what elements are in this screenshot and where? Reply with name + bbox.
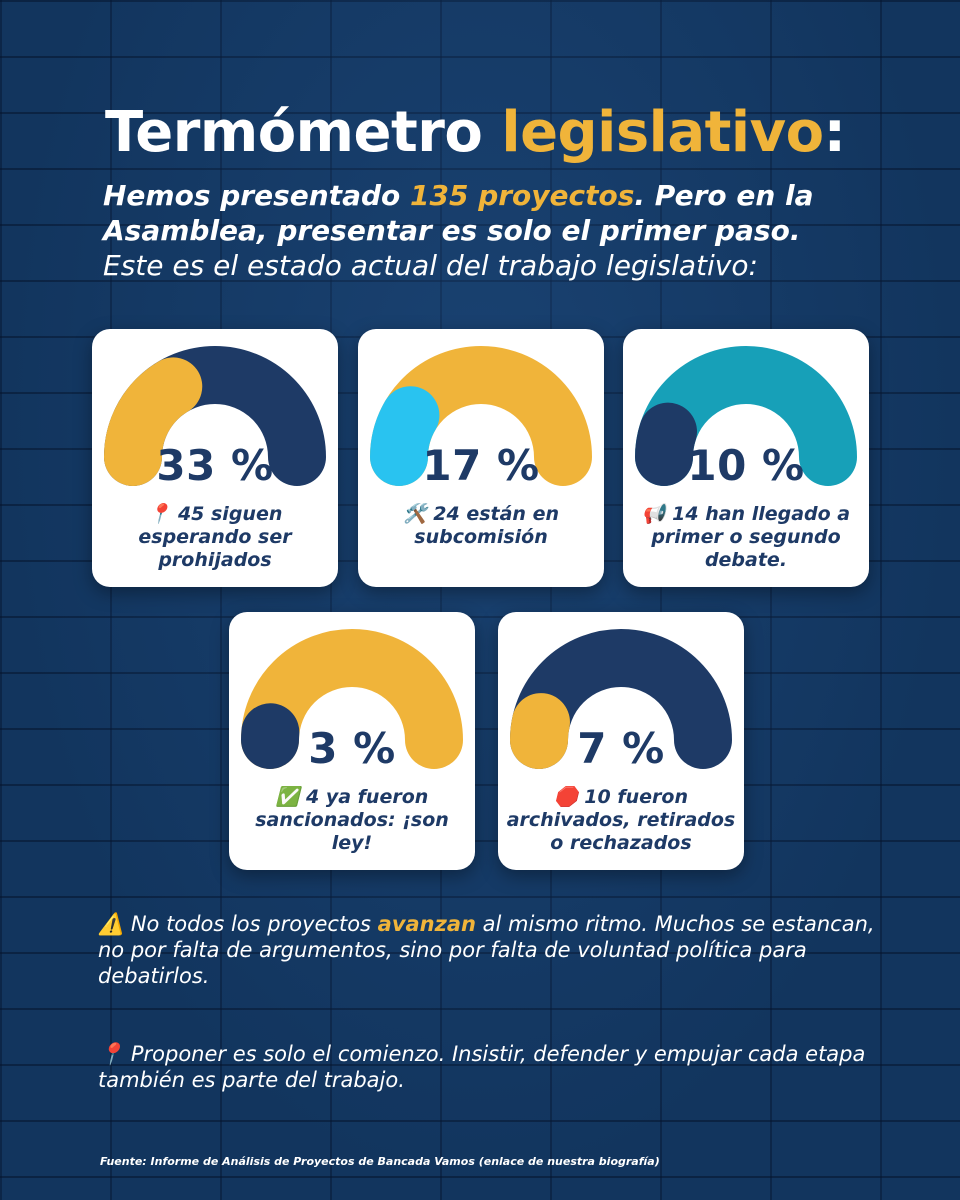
gauge-fill <box>104 357 203 486</box>
intro-part2: . Pero en la Asamblea, presentar es solo… <box>103 179 814 247</box>
gauge-prohijar <box>104 346 326 486</box>
stat-card-subcomision: 17 % 🛠️ 24 están en subcomisión <box>358 329 604 587</box>
stat-percent: 7 % <box>577 724 665 773</box>
stat-text: 24 están en subcomisión <box>414 503 559 548</box>
note-warning-part2: al mismo ritmo. Muchos se estancan, no p… <box>98 912 875 988</box>
warning-icon: ⚠️ <box>98 912 125 936</box>
source-footnote: Fuente: Informe de Análisis de Proyectos… <box>100 1155 660 1168</box>
stat-text: 4 ya fueron sancionados: ¡son ley! <box>255 786 449 854</box>
stat-description: 🛠️ 24 están en subcomisión <box>366 503 596 549</box>
stat-card-prohijar: 33 % 📍 45 siguen esperando ser prohijado… <box>92 329 338 587</box>
gauge-sancionados <box>240 629 463 769</box>
round-pushpin-icon: 📍 <box>98 1042 125 1066</box>
title-main: Termómetro <box>105 100 483 165</box>
gauge-track <box>241 629 463 769</box>
stat-percent: 3 % <box>308 724 396 773</box>
intro-part1: Hemos presentado <box>103 179 410 212</box>
stat-card-debate: 10 % 📢 14 han llegado a primer o segundo… <box>623 329 869 587</box>
megaphone-icon: 📢 <box>641 503 666 525</box>
stat-description: 📍 45 siguen esperando ser prohijados <box>100 503 330 572</box>
note-pushpin-text: Proponer es solo el comienzo. Insistir, … <box>98 1042 866 1092</box>
intro-text: Hemos presentado 135 proyectos. Pero en … <box>103 178 883 283</box>
gauge-debate <box>635 346 857 486</box>
stat-percent: 10 % <box>687 441 805 490</box>
intro-number: 135 proyectos <box>410 179 635 212</box>
round-pushpin-icon: 📍 <box>147 503 172 525</box>
note-warning-part1: No todos los proyectos <box>130 912 378 936</box>
stat-text: 10 fueron archivados, retirados o rechaz… <box>506 786 736 854</box>
gauge-archivados <box>509 629 732 769</box>
title-suffix: : <box>823 100 846 165</box>
gauge-fill <box>635 402 698 486</box>
stat-text: 45 siguen esperando ser prohijados <box>138 503 292 571</box>
title-highlight: legislativo <box>501 100 824 165</box>
stat-description: ✅ 4 ya fueron sancionados: ¡son ley! <box>237 786 467 855</box>
stat-card-archivados: 7 % 🛑 10 fueron archivados, retirados o … <box>498 612 744 870</box>
stat-text: 14 han llegado a primer o segundo debate… <box>651 503 851 571</box>
note-warning: ⚠️ No todos los proyectos avanzan al mis… <box>98 911 878 989</box>
note-pushpin: 📍 Proponer es solo el comienzo. Insistir… <box>98 1041 878 1093</box>
stat-percent: 17 % <box>422 441 540 490</box>
stop-sign-icon: 🛑 <box>554 786 578 808</box>
stat-description: 🛑 10 fueron archivados, retirados o rech… <box>506 786 736 855</box>
gauge-fill <box>370 386 440 486</box>
gauge-subcomision <box>370 346 592 486</box>
stat-description: 📢 14 han llegado a primer o segundo deba… <box>631 503 861 572</box>
stat-percent: 33 % <box>156 441 274 490</box>
stat-card-sancionados: 3 % ✅ 4 ya fueron sancionados: ¡son ley! <box>229 612 475 870</box>
hammer-wrench-icon: 🛠️ <box>402 503 427 525</box>
page-title: Termómetro legislativo: <box>105 100 846 166</box>
check-mark-icon: ✅ <box>275 786 300 808</box>
note-warning-highlight: avanzan <box>377 912 476 936</box>
gauge-fill <box>509 693 570 769</box>
intro-line3: Este es el estado actual del trabajo leg… <box>103 249 758 282</box>
